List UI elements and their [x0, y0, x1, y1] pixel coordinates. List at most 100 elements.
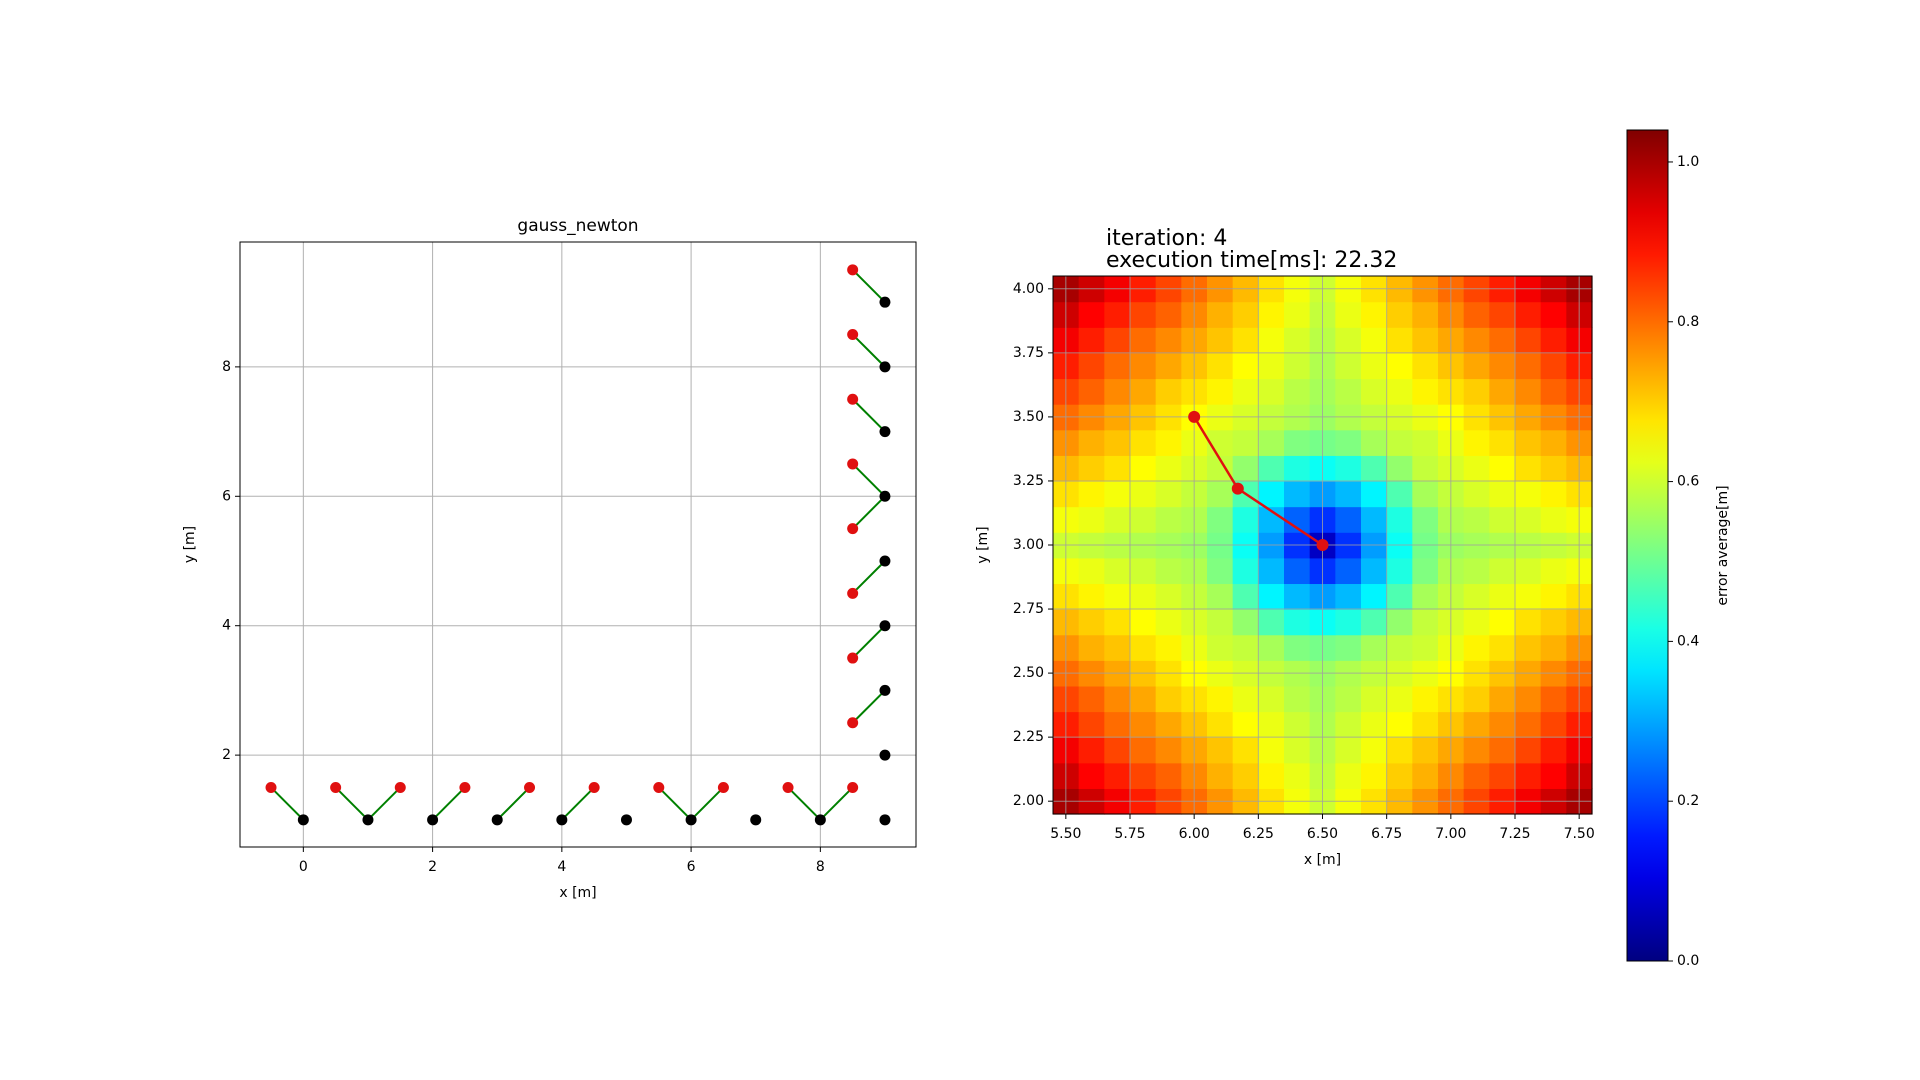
heatmap-cell: [1284, 480, 1311, 508]
heatmap-cell: [1540, 378, 1567, 405]
heatmap-cell: [1361, 737, 1388, 764]
point: [847, 652, 859, 664]
heatmap-cell: [1104, 711, 1131, 738]
heatmap-cell: [1386, 480, 1413, 508]
heatmap-cell: [1515, 762, 1542, 789]
point: [879, 620, 891, 632]
heatmap-cell: [1130, 634, 1157, 661]
x-axis-label: x [m]: [559, 885, 596, 901]
heatmap-cell: [1361, 455, 1388, 482]
point: [362, 814, 374, 826]
x-tick-label: 2: [428, 859, 437, 875]
heatmap-cell: [1078, 711, 1105, 738]
heatmap-cell: [1155, 455, 1182, 482]
heatmap-cell: [1412, 506, 1439, 533]
heatmap-cell: [1232, 685, 1259, 713]
heatmap-cell: [1540, 737, 1567, 764]
point: [879, 814, 891, 826]
heatmap-cell: [1335, 352, 1362, 380]
heatmap-cell: [1386, 352, 1413, 380]
point: [847, 458, 859, 470]
heatmap-cell: [1104, 455, 1131, 482]
y-axis-label: y [m]: [975, 526, 991, 563]
link-line: [851, 495, 886, 530]
heatmap-cell: [1515, 327, 1542, 354]
heatmap-cell: [1104, 378, 1131, 405]
heatmap-cell: [1361, 429, 1388, 456]
heatmap-cell: [1386, 301, 1413, 328]
point: [394, 781, 406, 793]
heatmap-cell: [1207, 480, 1234, 508]
y-tick-label: 2.75: [1013, 601, 1044, 617]
heatmap-cell: [1155, 737, 1182, 764]
heatmap-cell: [1207, 711, 1234, 738]
heatmap-cell: [1412, 583, 1439, 610]
heatmap-cell: [1130, 557, 1157, 585]
heatmap-cell: [1207, 301, 1234, 328]
heatmap-cell: [1207, 583, 1234, 610]
heatmap-cell: [1078, 762, 1105, 789]
link-line: [851, 269, 886, 303]
heatmap-cell: [1207, 352, 1234, 380]
link-line: [851, 333, 886, 368]
heatmap-cell: [1386, 583, 1413, 610]
heatmap-cell: [1515, 429, 1542, 456]
heatmap-cell: [1104, 737, 1131, 764]
heatmap-cell: [1412, 352, 1439, 380]
heatmap-cell: [1284, 327, 1311, 354]
heatmap-cell: [1361, 557, 1388, 585]
heatmap-cell: [1078, 301, 1105, 328]
heatmap-cell: [1130, 711, 1157, 738]
y-tick-label: 4.00: [1013, 281, 1044, 297]
chart-title: gauss_newton: [517, 216, 638, 236]
heatmap-cell: [1335, 301, 1362, 328]
heatmap-cell: [1489, 583, 1516, 610]
heatmap-cell: [1386, 711, 1413, 738]
heatmap-cell: [1386, 455, 1413, 482]
point: [847, 587, 859, 599]
heatmap-cell: [1078, 378, 1105, 405]
heatmap-cell: [1130, 429, 1157, 456]
heatmap-cell: [1130, 506, 1157, 533]
link-line: [496, 786, 531, 821]
heatmap-cell: [1104, 352, 1131, 380]
point: [847, 393, 859, 405]
y-axis-label: y [m]: [182, 526, 198, 563]
heatmap-cell: [1361, 762, 1388, 789]
heatmap-cell: [1463, 455, 1490, 482]
heatmap-cell: [1155, 583, 1182, 610]
heatmap-cell: [1361, 352, 1388, 380]
heatmap-cell: [1361, 301, 1388, 328]
heatmap-cell: [1232, 506, 1259, 533]
heatmap-cell: [1489, 301, 1516, 328]
heatmap-cell: [1489, 378, 1516, 405]
path-point: [1316, 539, 1329, 551]
heatmap-cell: [1284, 762, 1311, 789]
heatmap-cell: [1207, 762, 1234, 789]
heatmap-cell: [1412, 634, 1439, 661]
y-tick-label: 2.00: [1013, 793, 1044, 809]
heatmap-cell: [1104, 583, 1131, 610]
heatmap-cell: [1540, 455, 1567, 482]
heatmap-cell: [1515, 737, 1542, 764]
heatmap-cell: [1078, 455, 1105, 482]
heatmap-cell: [1463, 711, 1490, 738]
heatmap-cell: [1232, 327, 1259, 354]
heatmap-cell: [1335, 327, 1362, 354]
link-line: [851, 398, 886, 433]
heatmap-cell: [1361, 583, 1388, 610]
x-tick-label: 5.75: [1114, 826, 1145, 842]
heatmap-cell: [1104, 634, 1131, 661]
heatmap-cell: [1489, 557, 1516, 585]
heatmap-cell: [1463, 301, 1490, 328]
heatmap-cell: [1489, 455, 1516, 482]
heatmap-cell: [1540, 634, 1567, 661]
heatmap-cell: [1130, 301, 1157, 328]
link-line: [690, 786, 725, 821]
heatmap-cell: [1078, 557, 1105, 585]
heatmap-cell: [1386, 557, 1413, 585]
point: [847, 523, 859, 535]
heatmap-cell: [1361, 378, 1388, 405]
heatmap-cell: [1489, 506, 1516, 533]
